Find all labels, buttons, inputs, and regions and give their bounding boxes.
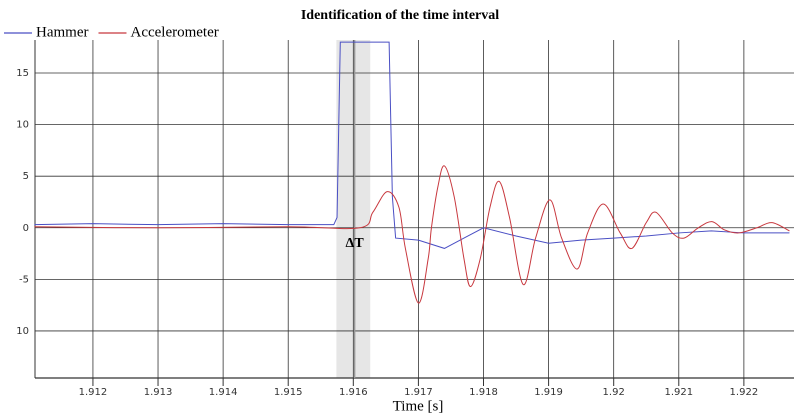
series-line (34, 165, 790, 304)
y-tick-label: 0 (23, 223, 29, 234)
x-tick-label: 1.917 (404, 387, 433, 398)
y-tick-label: 15 (16, 68, 29, 79)
y-tick-label: 10 (16, 326, 29, 337)
x-tick-label: 1.912 (79, 387, 108, 398)
chart-title: Identification of the time interval (301, 8, 499, 23)
legend-label: Hammer (36, 24, 88, 40)
y-tick-label: -5 (19, 274, 29, 285)
x-tick-label: 1.919 (534, 387, 563, 398)
legend-label: Accelerometer (130, 24, 218, 40)
x-tick-label: 1.913 (144, 387, 173, 398)
x-tick-label: 1.914 (209, 387, 238, 398)
x-tick-label: 1.916 (339, 387, 368, 398)
x-tick-label: 1.918 (469, 387, 498, 398)
x-tick-label: 1.915 (274, 387, 303, 398)
interval-label: ΔT (346, 236, 365, 251)
x-tick-label: 1.922 (730, 387, 759, 398)
y-tick-label: 10 (16, 120, 29, 131)
x-tick-label: 1.921 (664, 387, 693, 398)
x-tick-label: 1.92 (603, 387, 625, 398)
x-axis-label: Time [s] (393, 398, 444, 414)
series-line (34, 41, 790, 249)
y-tick-label: 5 (23, 171, 29, 182)
